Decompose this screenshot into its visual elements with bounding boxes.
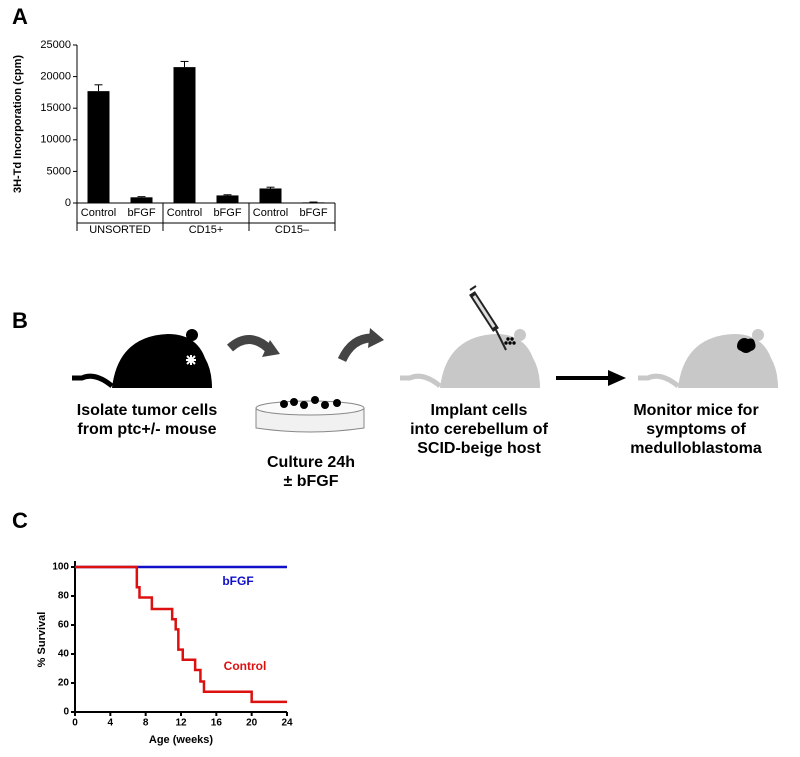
diagram-art — [72, 285, 778, 433]
y-tick-label: 80 — [58, 591, 70, 602]
bar — [87, 91, 110, 203]
y-tick-label: 0 — [63, 707, 69, 718]
y-tick-label: 5000 — [47, 165, 71, 177]
step-label: symptoms of — [646, 421, 746, 438]
x-tick-label: bFGF — [213, 207, 241, 219]
bar — [173, 67, 196, 204]
bar — [130, 197, 153, 203]
series-label: bFGF — [222, 574, 253, 588]
panel-label: A — [12, 4, 28, 29]
x-tick-label: bFGF — [127, 207, 155, 219]
step-label: Culture 24h — [267, 454, 355, 471]
x-tick-label: 16 — [211, 718, 223, 729]
step-label: SCID-beige host — [417, 440, 541, 457]
step-label: medulloblastoma — [630, 440, 762, 457]
step-label: Implant cells — [431, 402, 528, 419]
x-tick-label: Control — [253, 207, 288, 219]
y-axis-label: 3H-Td Incorporation (cpm) — [12, 55, 24, 193]
step-label: ± bFGF — [284, 473, 339, 490]
y-tick-label: 100 — [52, 562, 69, 573]
x-axis-label: Age (weeks) — [149, 734, 214, 746]
group-label: CD15– — [275, 224, 310, 236]
panel-label: B — [12, 308, 28, 333]
step-label: into cerebellum of — [410, 421, 548, 438]
series-label: Control — [224, 659, 267, 673]
panel-label: C — [12, 508, 28, 533]
bar — [259, 188, 282, 203]
x-tick-label: bFGF — [299, 207, 327, 219]
y-tick-label: 25000 — [40, 39, 71, 51]
y-axis-label: % Survival — [36, 612, 48, 668]
y-tick-label: 60 — [58, 620, 70, 631]
y-tick-label: 20000 — [40, 71, 71, 83]
step-label: Monitor mice for — [633, 402, 758, 419]
step-label: Isolate tumor cells — [77, 402, 218, 419]
x-tick-label: 12 — [175, 718, 187, 729]
x-tick-label: 20 — [246, 718, 258, 729]
x-tick-label: 0 — [72, 718, 78, 729]
group-label: CD15+ — [189, 224, 224, 236]
y-tick-label: 20 — [58, 678, 70, 689]
y-tick-label: 15000 — [40, 102, 71, 114]
step-label: from ptc+/- mouse — [77, 421, 216, 438]
bar — [302, 202, 325, 203]
x-tick-label: 8 — [143, 718, 149, 729]
x-tick-label: Control — [81, 207, 116, 219]
y-tick-label: 0 — [65, 197, 71, 209]
survival-line — [75, 565, 287, 704]
x-tick-label: Control — [167, 207, 202, 219]
x-tick-label: 4 — [108, 718, 114, 729]
x-tick-label: 24 — [281, 718, 293, 729]
bar — [216, 195, 239, 203]
y-tick-label: 10000 — [40, 134, 71, 146]
y-tick-label: 40 — [58, 649, 70, 660]
group-label: UNSORTED — [89, 224, 151, 236]
